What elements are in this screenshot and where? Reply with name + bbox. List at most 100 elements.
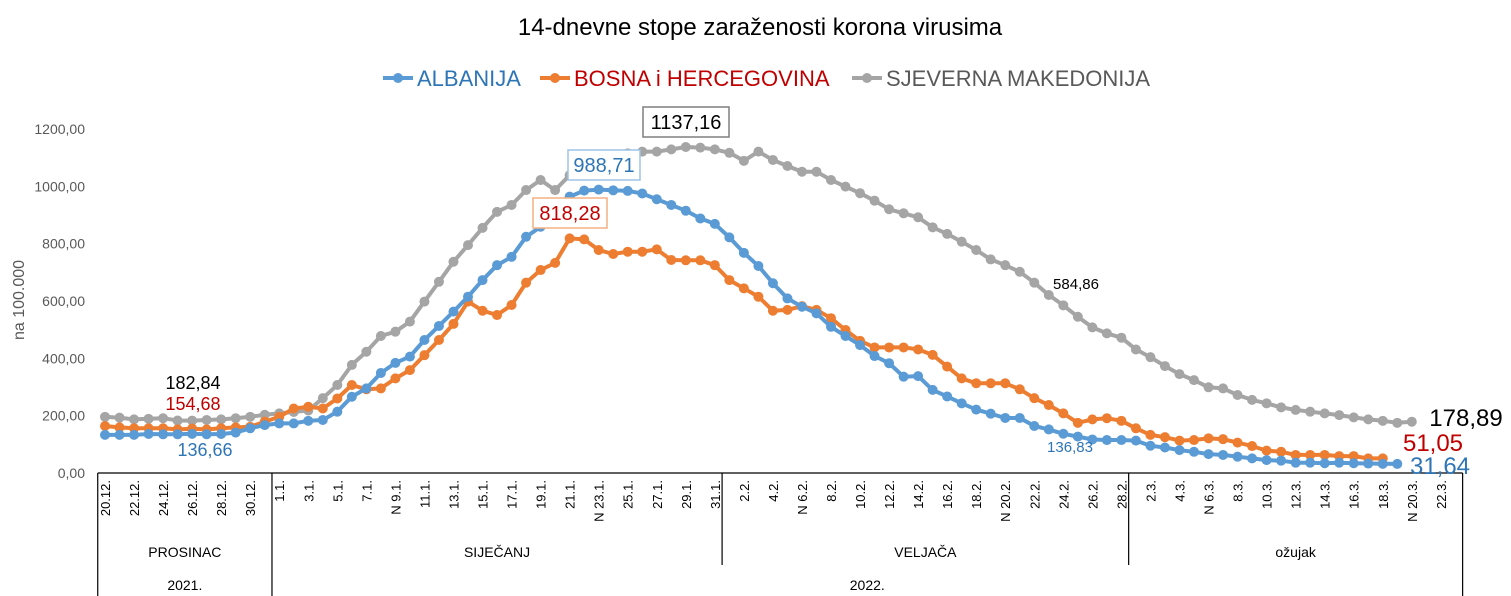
data-point — [390, 357, 401, 368]
data-point — [956, 236, 967, 247]
x-tick-label: 28.12. — [214, 480, 229, 516]
data-point — [1377, 415, 1388, 426]
data-label-box — [532, 197, 608, 229]
x-tick-label: 12.3. — [1289, 480, 1304, 509]
data-point — [927, 222, 938, 233]
data-point — [869, 195, 880, 206]
data-point — [855, 340, 866, 351]
x-tick-label: 20.12. — [98, 480, 113, 516]
series-bosna-i-hercegovina — [100, 233, 1388, 464]
data-point — [579, 185, 590, 196]
data-point — [317, 414, 328, 425]
data-point — [927, 349, 938, 360]
x-tick-label: 7.1. — [359, 480, 374, 502]
data-point — [1203, 382, 1214, 393]
data-point — [1043, 400, 1054, 411]
month-label: PROSINAC — [148, 544, 221, 560]
data-point — [114, 429, 125, 440]
data-point — [1014, 384, 1025, 395]
data-point — [913, 371, 924, 382]
data-point — [1189, 375, 1199, 386]
data-point — [288, 418, 299, 429]
data-point — [404, 351, 415, 362]
data-point — [477, 222, 488, 233]
data-point — [1014, 266, 1025, 277]
data-point — [1145, 440, 1156, 451]
year-label: 2022. — [850, 577, 885, 593]
data-point — [695, 213, 706, 224]
x-tick-label: 5.1. — [330, 480, 345, 502]
data-point — [753, 291, 764, 302]
x-tick-label: 3.1. — [301, 480, 316, 502]
data-point — [187, 415, 198, 426]
x-tick-label: 31.1. — [708, 480, 723, 509]
data-point — [680, 142, 691, 153]
data-point — [172, 415, 183, 426]
x-tick-label: 10.2. — [853, 480, 868, 509]
data-point — [1218, 449, 1229, 460]
data-point — [216, 414, 227, 425]
data-point — [826, 175, 836, 186]
data-point — [782, 160, 793, 171]
data-point — [884, 358, 895, 369]
data-point — [738, 283, 749, 294]
data-point — [985, 378, 996, 389]
data-label-box — [642, 106, 730, 138]
data-point — [898, 342, 909, 353]
data-point — [114, 422, 125, 433]
x-tick-label: 22.2. — [1027, 480, 1042, 509]
data-point — [506, 251, 517, 262]
data-label-text: 818,28 — [539, 203, 600, 225]
data-point — [1116, 415, 1127, 426]
data-point — [622, 185, 633, 196]
data-point — [1319, 449, 1330, 460]
data-point — [898, 208, 909, 219]
data-point — [1261, 455, 1272, 466]
data-point — [477, 305, 488, 316]
data-point — [724, 147, 735, 158]
data-point — [535, 175, 546, 186]
data-point — [651, 146, 662, 157]
data-point — [608, 248, 619, 259]
data-point — [884, 342, 895, 353]
data-label: 988,71 — [567, 149, 641, 181]
y-tick-label: 600,00 — [42, 293, 85, 309]
legend-marker — [862, 73, 872, 83]
data-point — [927, 384, 938, 395]
data-point — [492, 206, 503, 217]
data-point — [840, 330, 851, 341]
data-point — [1087, 414, 1098, 425]
data-point — [608, 185, 619, 196]
x-tick-label: 11.1. — [417, 480, 432, 508]
data-point — [1290, 457, 1301, 468]
data-label-text: 988,71 — [573, 155, 634, 177]
data-point — [1348, 458, 1359, 469]
data-point — [738, 155, 749, 166]
data-point — [245, 423, 256, 434]
x-tick-label: 15.1. — [476, 480, 491, 509]
data-point — [651, 194, 662, 205]
data-point — [1101, 413, 1112, 424]
series-sjeverna-makedonija — [100, 142, 1417, 428]
y-tick-label: 800,00 — [42, 236, 85, 252]
data-point — [100, 420, 110, 431]
data-point — [971, 244, 982, 255]
x-tick-label: 16.2. — [940, 480, 955, 509]
data-point — [695, 142, 706, 153]
data-point — [303, 415, 314, 426]
data-point — [1334, 457, 1345, 468]
month-label: SIJEČANJ — [464, 544, 530, 560]
data-point — [463, 240, 473, 251]
data-point — [1276, 446, 1287, 457]
data-point — [1159, 442, 1170, 453]
data-point — [1029, 277, 1040, 288]
data-point — [346, 391, 357, 402]
x-tick-label: N 6.2. — [795, 480, 810, 515]
data-label: 154,68 — [165, 394, 220, 414]
data-label: 136,83 — [1047, 439, 1093, 456]
x-tick-label: N 23.1. — [592, 480, 607, 522]
data-point — [666, 144, 677, 155]
data-point — [463, 291, 473, 302]
data-label-box — [567, 149, 641, 181]
data-point — [1101, 328, 1112, 339]
